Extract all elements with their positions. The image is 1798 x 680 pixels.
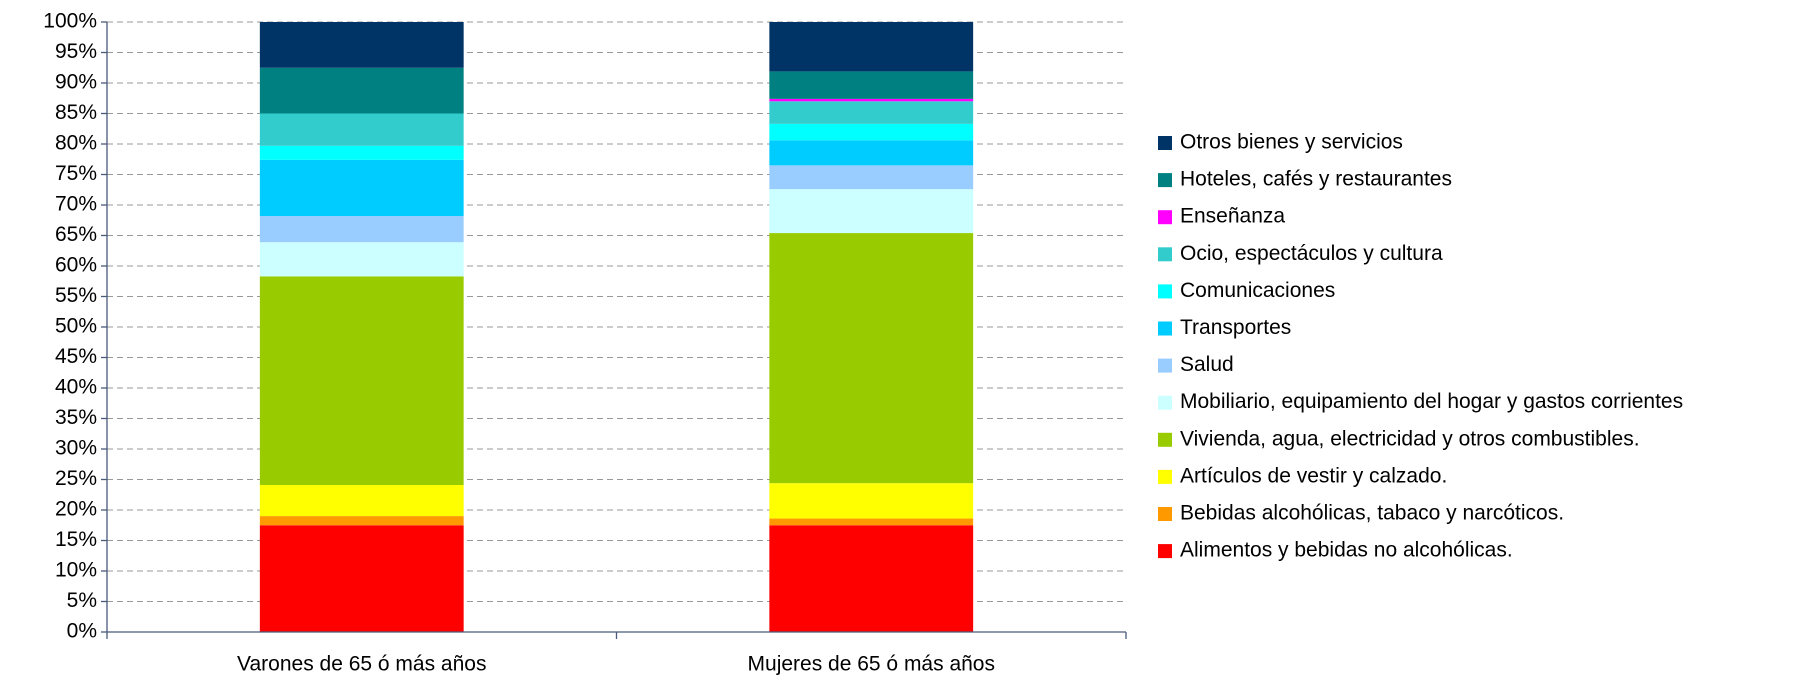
- y-tick-label: 35%: [55, 406, 97, 429]
- bar-segment: [769, 22, 974, 72]
- bar-segment: [769, 140, 974, 166]
- legend-label: Vivienda, agua, electricidad y otros com…: [1180, 427, 1640, 450]
- bar-segment: [259, 113, 464, 146]
- bar-segment: [259, 145, 464, 160]
- bar-segment: [769, 483, 974, 519]
- y-tick-label: 10%: [55, 559, 97, 582]
- legend-label: Bebidas alcohólicas, tabaco y narcóticos…: [1180, 502, 1564, 525]
- x-tick-label: Mujeres de 65 ó más años: [748, 653, 995, 676]
- bar-segment: [769, 518, 974, 526]
- bar-segment: [259, 276, 464, 485]
- legend-swatch: [1158, 173, 1172, 188]
- y-tick-label: 100%: [43, 10, 97, 33]
- bar-segment: [259, 215, 464, 243]
- bar-segment: [769, 189, 974, 234]
- y-tick-label: 80%: [55, 132, 97, 155]
- legend-swatch: [1158, 210, 1172, 225]
- y-tick-label: 70%: [55, 193, 97, 216]
- legend-label: Artículos de vestir y calzado.: [1180, 464, 1447, 487]
- y-tick-label: 0%: [67, 620, 97, 643]
- legend-label: Hoteles, cafés y restaurantes: [1180, 168, 1452, 191]
- bar-segment: [769, 233, 974, 484]
- y-tick-label: 65%: [55, 223, 97, 246]
- legend-label: Ocio, espectáculos y cultura: [1180, 242, 1443, 265]
- legend-swatch: [1158, 395, 1172, 410]
- legend-swatch: [1158, 321, 1172, 336]
- legend-label: Alimentos y bebidas no alcohólicas.: [1180, 539, 1513, 562]
- bar-segment: [259, 22, 464, 68]
- legend-swatch: [1158, 432, 1172, 447]
- legend-label: Salud: [1180, 353, 1234, 376]
- y-tick-label: 85%: [55, 101, 97, 124]
- legend-swatch: [1158, 136, 1172, 150]
- bar-segment: [259, 159, 464, 216]
- legend-label: Enseñanza: [1180, 205, 1285, 228]
- y-tick-label: 5%: [67, 589, 97, 612]
- y-tick-label: 15%: [55, 528, 97, 551]
- legend-swatch: [1158, 284, 1172, 299]
- legend-label: Otros bienes y servicios: [1180, 131, 1403, 154]
- bar-segment: [769, 165, 974, 190]
- y-tick-label: 75%: [55, 162, 97, 185]
- y-tick-label: 25%: [55, 467, 97, 490]
- bar-segment: [259, 242, 464, 277]
- y-tick-label: 20%: [55, 498, 97, 521]
- x-tick-label: Varones de 65 ó más años: [237, 653, 486, 676]
- y-tick-label: 40%: [55, 376, 97, 399]
- y-tick-label: 55%: [55, 284, 97, 307]
- y-tick-label: 90%: [55, 71, 97, 94]
- legend-swatch: [1158, 247, 1172, 262]
- y-tick-label: 95%: [55, 40, 97, 63]
- legend-label: Transportes: [1180, 316, 1291, 339]
- legend-swatch: [1158, 507, 1172, 521]
- legend-swatch: [1158, 469, 1172, 484]
- y-tick-label: 30%: [55, 437, 97, 460]
- bar-segment: [769, 71, 974, 99]
- legend-label: Comunicaciones: [1180, 279, 1335, 302]
- legend-swatch: [1158, 358, 1172, 373]
- bar-segment: [769, 98, 974, 102]
- bar-segment: [769, 525, 974, 632]
- legend-swatch: [1158, 544, 1172, 559]
- bar-segment: [769, 101, 974, 124]
- bar-segment: [259, 484, 464, 517]
- bar-segment: [769, 123, 974, 141]
- y-tick-label: 50%: [55, 315, 97, 338]
- bar-segment: [259, 516, 464, 526]
- bar-segment: [259, 67, 464, 114]
- legend-label: Mobiliario, equipamiento del hogar y gas…: [1180, 390, 1683, 413]
- bar-segment: [259, 525, 464, 632]
- y-tick-label: 60%: [55, 254, 97, 277]
- y-tick-label: 45%: [55, 345, 97, 368]
